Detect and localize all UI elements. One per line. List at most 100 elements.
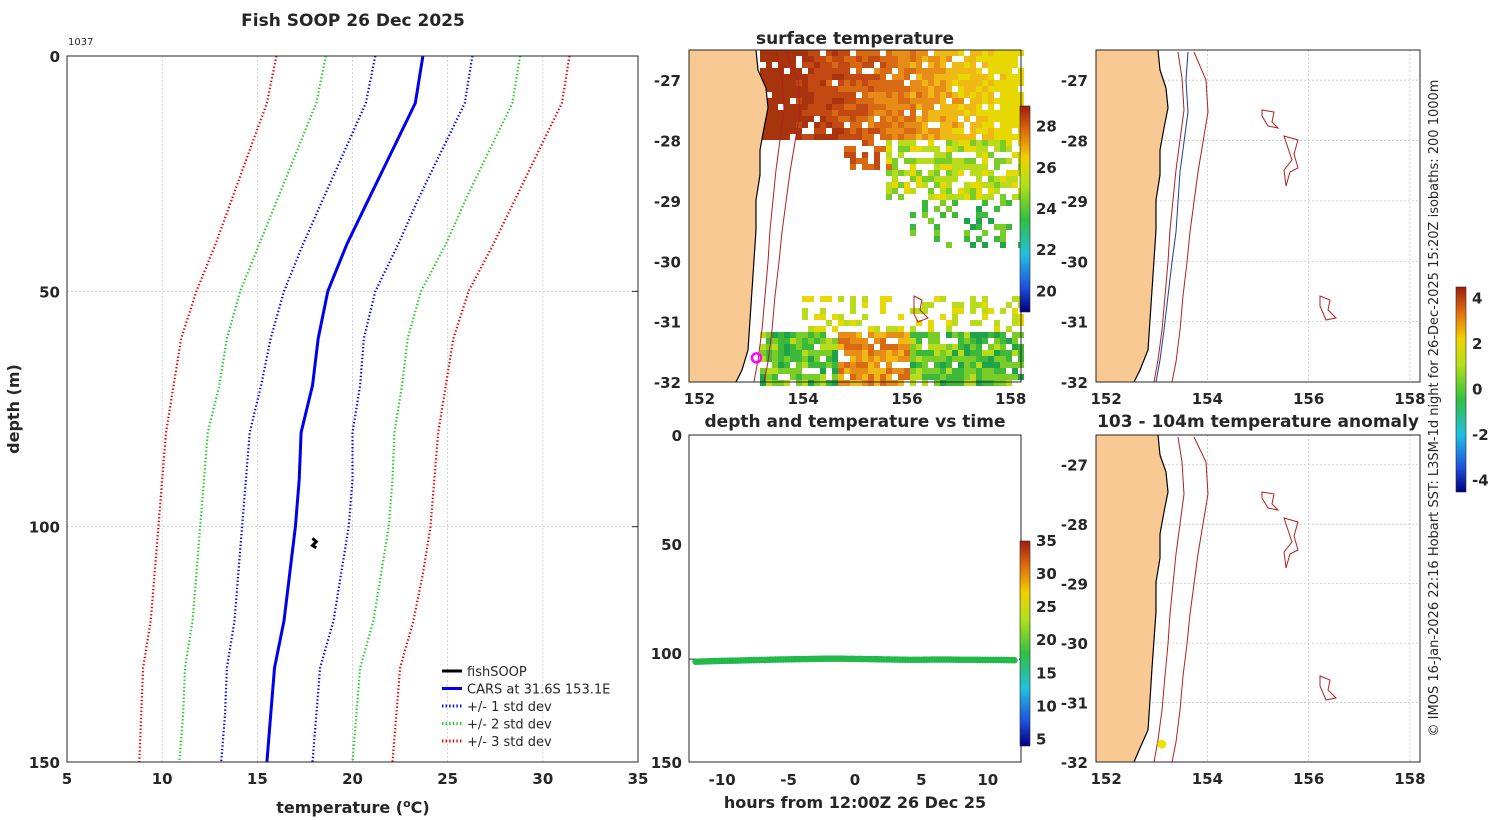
sst-pixel	[1006, 128, 1012, 134]
sst-pixel	[844, 68, 850, 74]
sst-pixel	[778, 50, 784, 56]
map-ytick: -32	[1061, 754, 1088, 772]
sst-pixel	[826, 56, 832, 62]
sst-pixel	[886, 368, 892, 374]
sst-pixel	[886, 374, 892, 380]
sst-pixel	[946, 332, 952, 338]
colorbar-tick: 20	[1036, 282, 1057, 300]
anomaly-isobath-200	[1153, 436, 1185, 763]
sst-pixel	[976, 92, 982, 98]
sst-pixel	[922, 50, 928, 56]
sst-pixel	[934, 128, 940, 134]
sst-pixel	[922, 176, 928, 182]
sst-pixel	[1006, 224, 1012, 230]
sst-pixel	[874, 56, 880, 62]
sst-pixel	[910, 212, 916, 218]
sst-pixel	[934, 170, 940, 176]
sst-pixel	[808, 332, 814, 338]
sst-pixel	[1012, 86, 1018, 92]
profile-ytick: 150	[29, 754, 60, 772]
sst-pixel	[874, 98, 880, 104]
sst-pixel	[808, 56, 814, 62]
sst-pixel	[904, 116, 910, 122]
sst-pixel	[1000, 176, 1006, 182]
sst-pixel	[988, 188, 994, 194]
sst-pixel	[862, 104, 868, 110]
sst-pixel	[928, 68, 934, 74]
sst-pixel	[766, 368, 772, 374]
sst-pixel	[904, 74, 910, 80]
sst-pixel	[814, 68, 820, 74]
sst-pixel	[772, 380, 778, 386]
sst-pixel	[952, 170, 958, 176]
sst-pixel	[772, 362, 778, 368]
sst-pixel	[880, 68, 886, 74]
sst-pixel	[1012, 116, 1018, 122]
sst-pixel	[778, 80, 784, 86]
sst-pixel	[898, 368, 904, 374]
sst-pixel	[802, 74, 808, 80]
sst-pixel	[838, 380, 844, 386]
sst-pixel	[844, 98, 850, 104]
sst-pixel	[970, 134, 976, 140]
sst-pixel	[892, 56, 898, 62]
sst-pixel	[976, 320, 982, 326]
sst-pixel	[1012, 98, 1018, 104]
legend-label: CARS at 31.6S 153.1E	[467, 683, 610, 698]
sst-pixel	[994, 236, 1000, 242]
sst-pixel	[814, 104, 820, 110]
sst-pixel	[916, 362, 922, 368]
sst-pixel	[946, 344, 952, 350]
sst-pixel	[826, 338, 832, 344]
sst-pixel	[856, 56, 862, 62]
sst-pixel	[964, 92, 970, 98]
sst-pixel	[880, 62, 886, 68]
sst-pixel	[934, 50, 940, 56]
sst-pixel	[970, 320, 976, 326]
sst-pixel	[880, 296, 886, 302]
sst-pixel	[976, 332, 982, 338]
sst-pixel	[886, 158, 892, 164]
profile-title: Fish SOOP 26 Dec 2025	[241, 11, 465, 31]
sst-pixel	[850, 128, 856, 134]
sst-pixel	[886, 350, 892, 356]
sst-pixel	[910, 224, 916, 230]
sst-pixel	[970, 380, 976, 386]
sst-pixel	[868, 116, 874, 122]
sst-location-marker	[750, 352, 763, 364]
sst-pixel	[946, 380, 952, 386]
sst-pixel	[766, 104, 772, 110]
sst-pixel	[868, 56, 874, 62]
sst-pixel	[958, 356, 964, 362]
sst-pixel	[976, 104, 982, 110]
sst-pixel	[982, 182, 988, 188]
sst-pixel	[928, 374, 934, 380]
sst-pixel	[904, 374, 910, 380]
sst-pixel	[976, 56, 982, 62]
sst-pixel	[988, 128, 994, 134]
sst-pixel	[766, 116, 772, 122]
sst-pixel	[970, 188, 976, 194]
sst-pixel	[928, 80, 934, 86]
sst-pixel	[814, 122, 820, 128]
profile-xtick: 30	[532, 770, 553, 788]
time-colorbar	[1019, 540, 1031, 747]
sst-pixel	[820, 104, 826, 110]
isobath-frame	[1095, 49, 1421, 383]
sst-pixel	[922, 200, 928, 206]
sst-pixel	[970, 86, 976, 92]
profile-xtick: 15	[247, 770, 268, 788]
sst-pixel	[976, 122, 982, 128]
colorbar-tick: 4	[1472, 289, 1482, 307]
sst-pixel	[934, 182, 940, 188]
sst-pixel	[1006, 56, 1012, 62]
sst-pixel	[1000, 134, 1006, 140]
sst-pixel	[928, 218, 934, 224]
map-ytick: -27	[1061, 72, 1088, 90]
colorbar-tick: -4	[1472, 472, 1489, 490]
sst-pixel	[952, 320, 958, 326]
sst-pixel	[832, 314, 838, 320]
sst-pixel	[832, 104, 838, 110]
sst-pixel	[886, 188, 892, 194]
sst-pixel	[940, 104, 946, 110]
